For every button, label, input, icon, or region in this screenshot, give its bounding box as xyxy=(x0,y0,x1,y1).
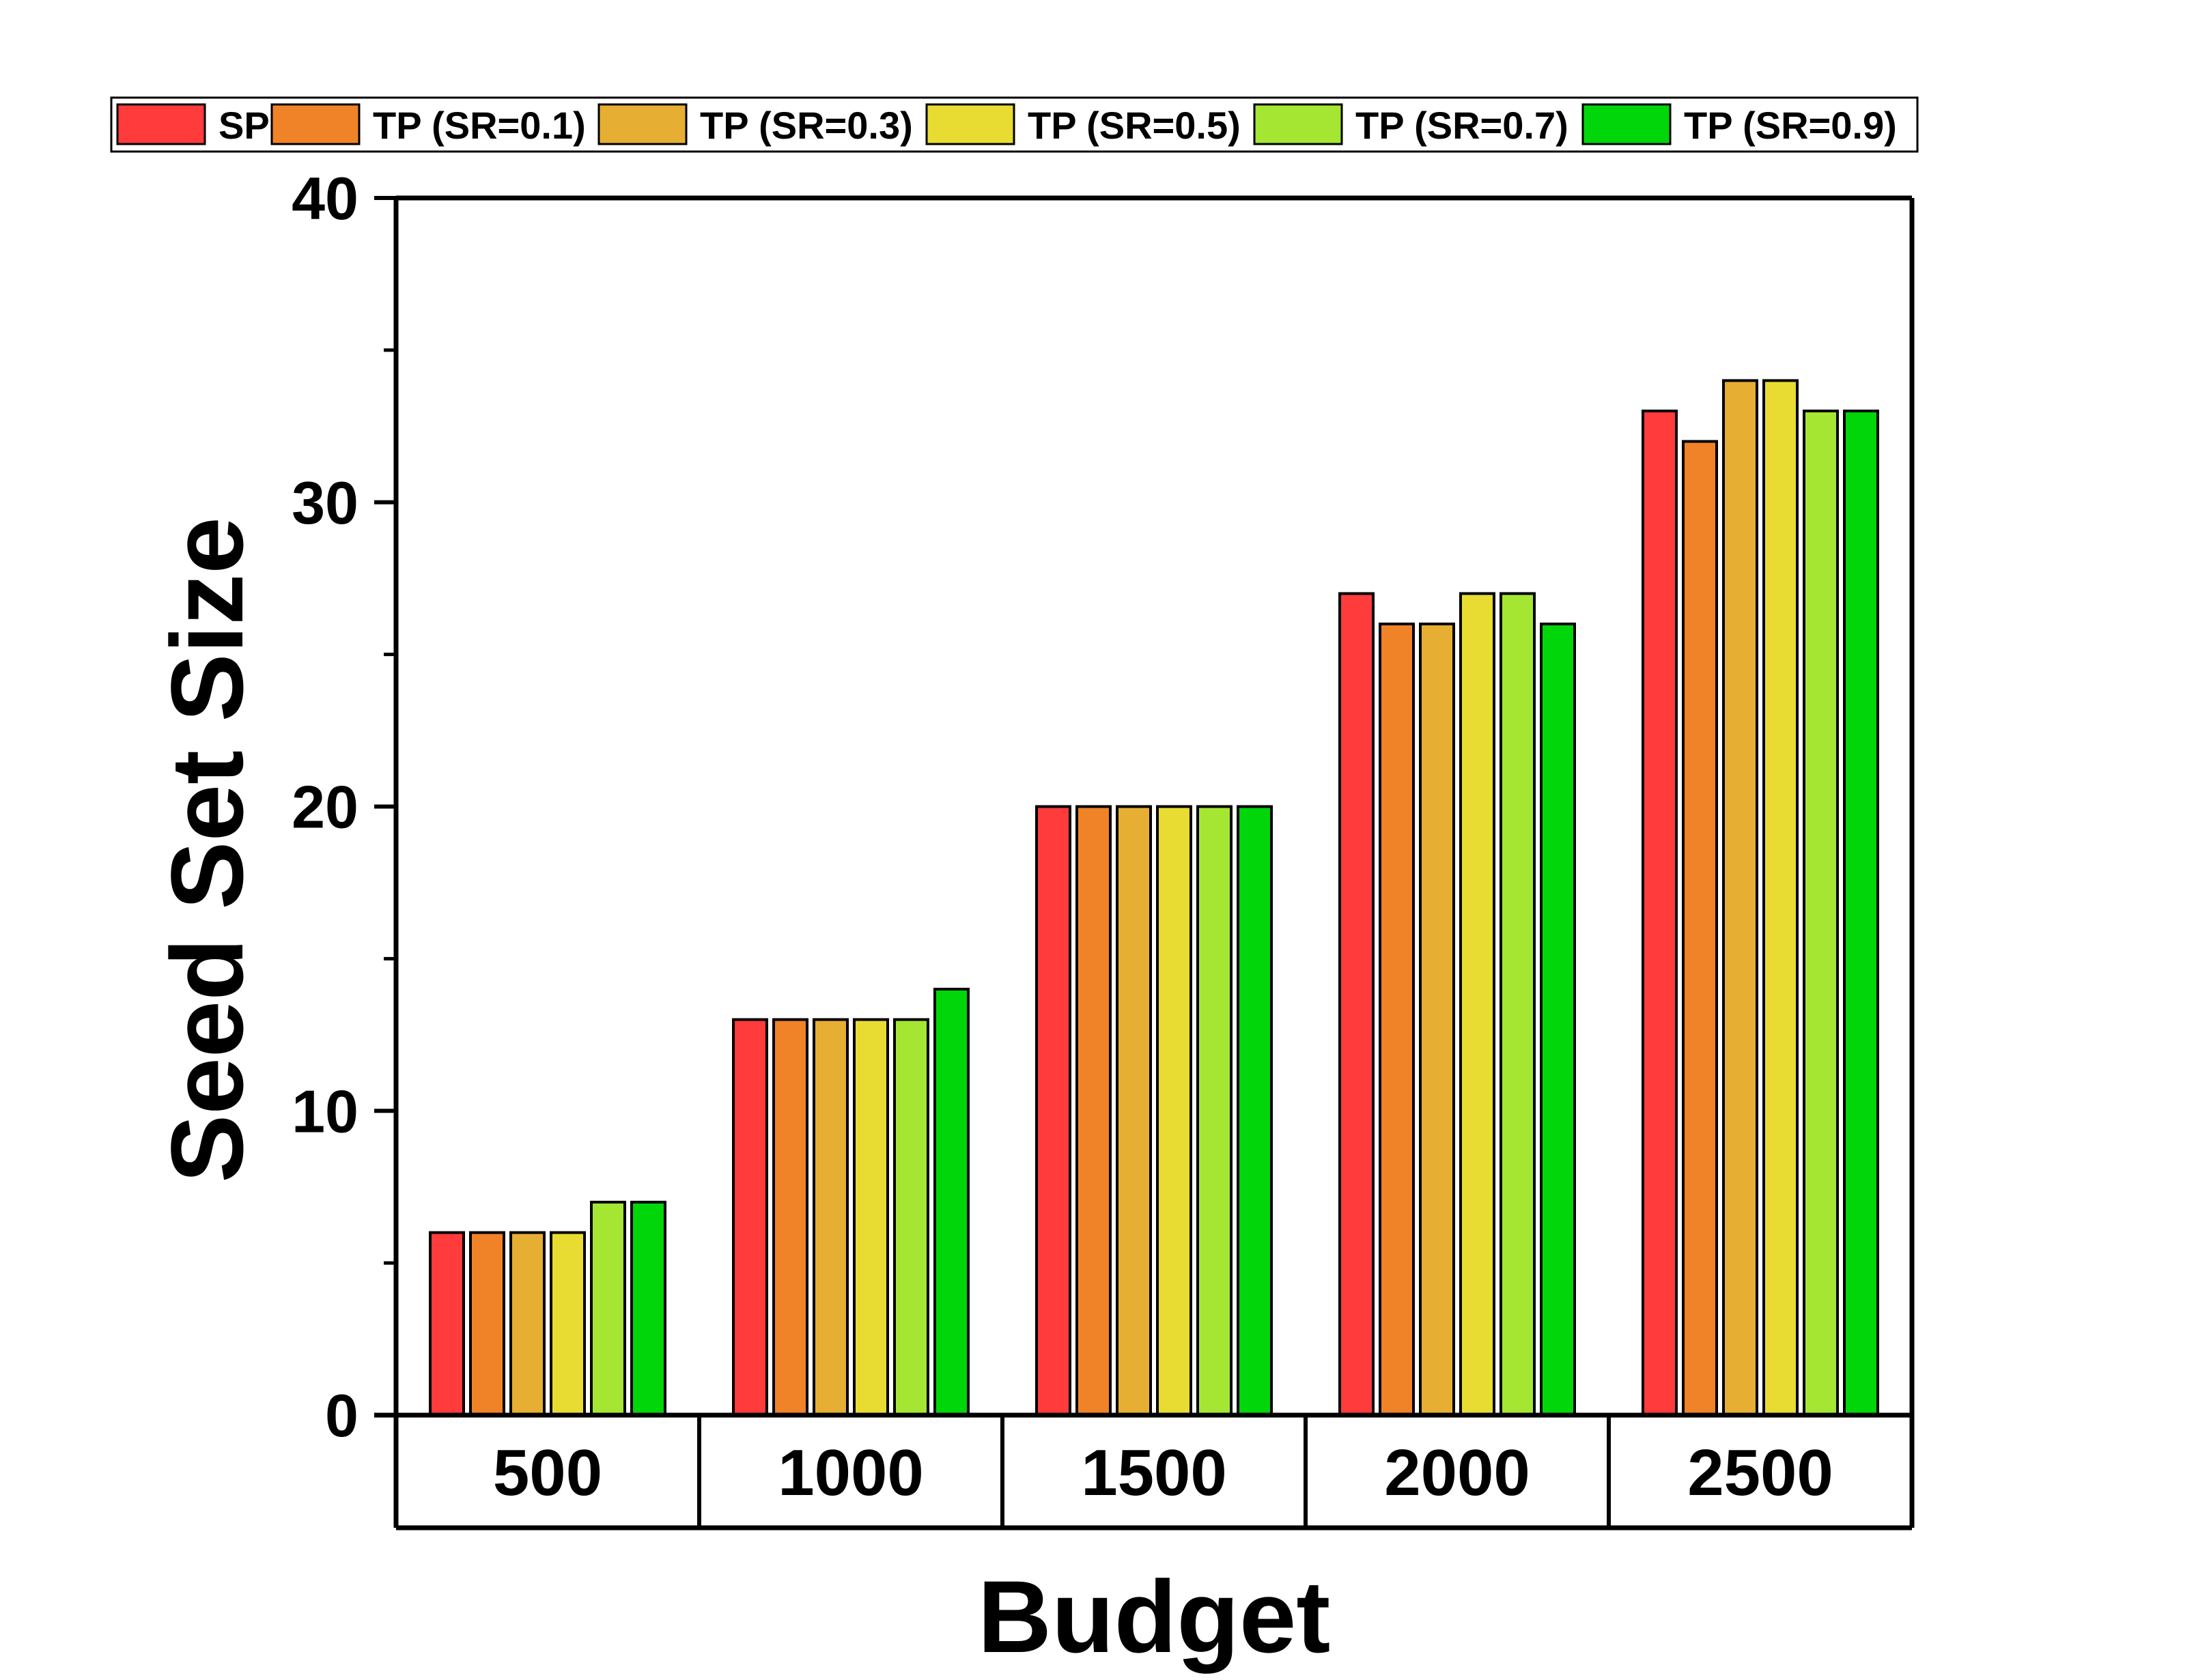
x-category-label: 1500 xyxy=(1081,1436,1227,1509)
bar xyxy=(1722,379,1758,1417)
bar xyxy=(1803,410,1839,1416)
x-category-label: 2500 xyxy=(1687,1436,1833,1509)
bar xyxy=(732,1018,768,1416)
bar xyxy=(933,987,970,1416)
legend-label: SP xyxy=(219,104,270,147)
plot-area: 0 10 20 30 40 500 1000 1500 2000 2500 xyxy=(292,165,1915,1530)
bar xyxy=(1419,623,1455,1416)
bar xyxy=(1196,805,1233,1416)
bar xyxy=(1379,623,1415,1416)
x-category-label: 2000 xyxy=(1384,1436,1530,1509)
bar xyxy=(1116,805,1152,1416)
bar xyxy=(772,1018,808,1416)
legend-label: TP (SR=0.7) xyxy=(1355,104,1568,147)
bar xyxy=(813,1018,849,1416)
bar xyxy=(550,1231,586,1417)
bar xyxy=(1075,805,1112,1416)
legend-label: TP (SR=0.9) xyxy=(1684,104,1897,147)
bar xyxy=(429,1231,465,1417)
legend-label: TP (SR=0.3) xyxy=(700,104,913,147)
bar xyxy=(1459,592,1495,1416)
y-tick-label: 10 xyxy=(292,1077,358,1145)
legend-label: TP (SR=0.5) xyxy=(1028,104,1241,147)
bar xyxy=(630,1200,666,1416)
bar xyxy=(1843,410,1879,1416)
legend-swatch xyxy=(925,103,1015,145)
legend: SP TP (SR=0.1) TP (SR=0.3) TP (SR=0.5) TP (S… xyxy=(110,96,1919,153)
y-axis-title: Seed Set Size xyxy=(150,517,264,1182)
legend-swatch xyxy=(1581,103,1672,145)
legend-swatch xyxy=(116,103,206,145)
bar xyxy=(1338,592,1375,1416)
bar xyxy=(1642,410,1678,1416)
bar xyxy=(1156,805,1192,1416)
x-category-label: 500 xyxy=(493,1436,602,1509)
bar xyxy=(509,1231,546,1417)
legend-swatch xyxy=(270,103,361,145)
bar xyxy=(1237,805,1273,1416)
legend-swatch xyxy=(597,103,688,145)
bar xyxy=(590,1200,626,1416)
x-axis-title: Budget xyxy=(978,1559,1331,1674)
bar xyxy=(1500,592,1536,1416)
y-tick-label: 0 xyxy=(325,1382,358,1449)
bar xyxy=(853,1018,889,1416)
legend-swatch xyxy=(1253,103,1343,145)
bar xyxy=(1682,440,1718,1416)
bar xyxy=(1035,805,1071,1416)
bar xyxy=(1762,379,1799,1417)
y-tick-label: 30 xyxy=(292,469,358,537)
bar xyxy=(469,1231,505,1417)
bar xyxy=(1540,623,1576,1416)
y-tick-label: 20 xyxy=(292,773,358,841)
legend-label: TP (SR=0.1) xyxy=(373,104,586,147)
x-category-label: 1000 xyxy=(778,1436,924,1509)
y-tick-label: 40 xyxy=(292,165,358,232)
bar xyxy=(893,1018,929,1416)
